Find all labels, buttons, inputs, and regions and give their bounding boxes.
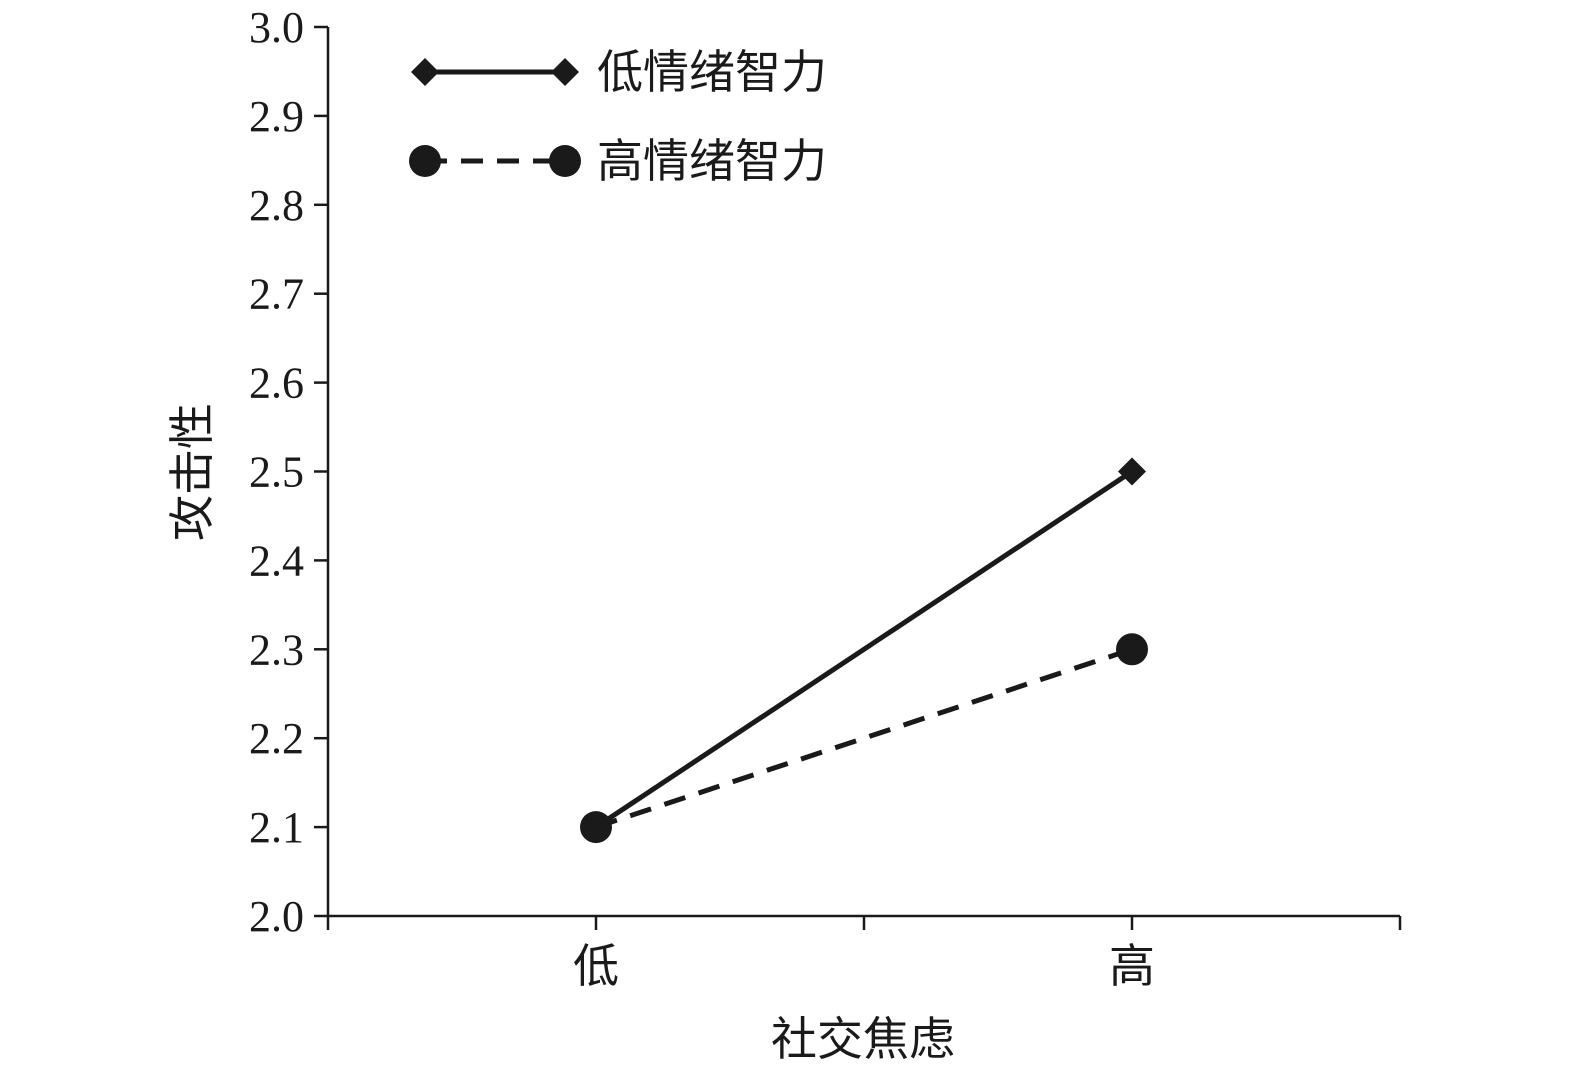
diamond-marker <box>411 58 439 86</box>
y-tick-label: 2.1 <box>249 803 304 852</box>
circle-marker <box>549 145 581 177</box>
circle-marker <box>409 145 441 177</box>
legend-label: 低情绪智力 <box>597 47 827 98</box>
diamond-marker <box>1118 457 1146 486</box>
y-tick-label: 2.2 <box>249 714 304 763</box>
y-tick-label: 2.5 <box>249 448 304 497</box>
legend-label: 高情绪智力 <box>597 136 827 187</box>
circle-marker <box>580 811 612 844</box>
circle-marker <box>1116 633 1148 666</box>
series-dashed <box>580 633 1148 844</box>
axes: 2.0 2.1 2.2 2.3 2.4 2.5 2.6 2.7 2.8 2.9 3.0 低 高 <box>249 3 1402 992</box>
y-tick-label: 2.6 <box>249 359 304 408</box>
legend-item: 低情绪智力 <box>411 47 827 98</box>
x-axis-title: 社交焦虑 <box>771 1014 955 1065</box>
diamond-marker <box>551 58 579 86</box>
series-group <box>580 457 1148 844</box>
x-category-label: 低 <box>573 941 619 992</box>
series-solid <box>582 457 1146 842</box>
series-line <box>595 646 1133 830</box>
y-tick-label: 2.9 <box>249 92 304 141</box>
x-category-label: 高 <box>1109 941 1155 992</box>
y-tick-label: 2.3 <box>249 625 304 674</box>
y-axis-title: 攻击性 <box>167 403 218 541</box>
series-line <box>594 469 1134 830</box>
y-tick-label: 2.8 <box>249 181 304 230</box>
y-tick-label: 2.4 <box>249 536 304 585</box>
y-tick-label: 2.0 <box>249 892 304 941</box>
y-tick-label: 3.0 <box>249 3 304 52</box>
legend-item: 高情绪智力 <box>409 136 827 187</box>
y-tick-label: 2.7 <box>249 270 304 319</box>
